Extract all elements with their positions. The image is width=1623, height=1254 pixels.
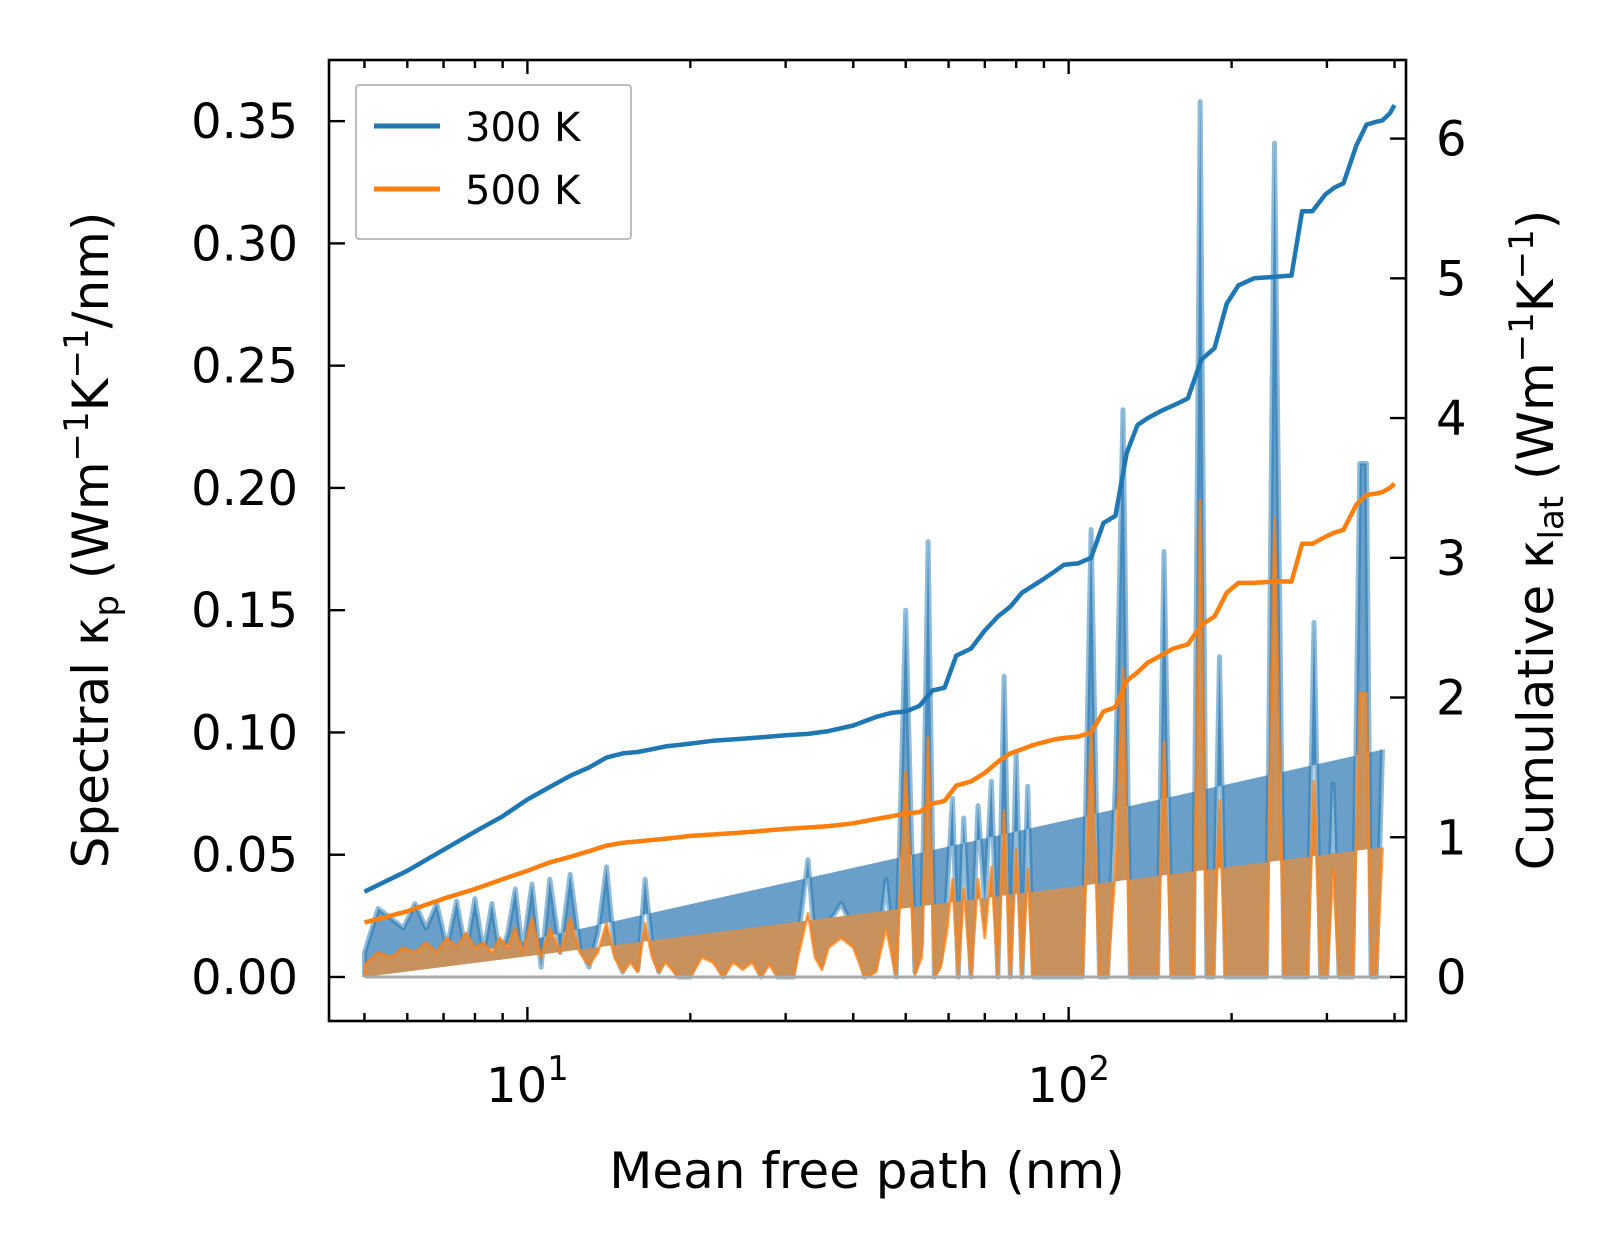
plot-frame	[327, 58, 1408, 1023]
y-left-title-sup2: −1	[57, 328, 97, 378]
y-right-title-open: (Wm	[1507, 362, 1565, 496]
y-right-tick-label: 3	[1436, 531, 1467, 587]
y-left-title-sub: p	[87, 595, 127, 617]
y-left-tick-label: 0.35	[191, 94, 298, 150]
x-tick-label-exp: 1	[547, 1049, 569, 1089]
y-right-tick-label: 6	[1436, 112, 1467, 168]
cumulative-line-500k	[363, 482, 1396, 925]
y-right-tick-label: 1	[1436, 810, 1467, 866]
y-axis-right-title: Cumulative κlat (Wm−1K−1)	[1502, 210, 1572, 870]
cumulative-line-300k	[363, 103, 1397, 894]
y-axis-left-title: Spectral κp (Wm−1K−1/nm)	[57, 212, 127, 869]
legend-label-300k: 300 K	[465, 105, 582, 151]
y-left-title-prefix: Spectral κ	[62, 617, 120, 869]
y-left-tick-label: 0.15	[191, 583, 298, 639]
y-right-title-sub: lat	[1532, 496, 1572, 540]
series-lines	[363, 103, 1397, 925]
y-right-tick-label: 0	[1436, 950, 1467, 1006]
y-right-title-close: )	[1507, 210, 1565, 230]
y-right-title-mid: K	[1507, 278, 1565, 312]
y-left-title-open: (Wm	[62, 461, 120, 595]
spectral-fills	[362, 99, 1393, 980]
y-left-tick-label: 0.05	[191, 828, 298, 884]
y-right-title-sup1: −1	[1502, 312, 1542, 362]
y-left-tick-label: 0.10	[191, 705, 298, 761]
y-left-title-mid: K	[62, 377, 120, 411]
legend: 300 K 500 K	[355, 84, 632, 240]
y-right-title-sup2: −1	[1502, 229, 1542, 279]
x-tick-label-exp: 2	[1088, 1049, 1110, 1089]
y-left-title-close: /nm)	[62, 212, 120, 329]
ticks	[329, 60, 1406, 1021]
y-left-tick-label: 0.20	[191, 461, 298, 517]
y-left-tick-label: 0.00	[191, 950, 298, 1006]
y-left-tick-label: 0.25	[191, 339, 298, 395]
y-right-title-prefix: Cumulative κ	[1507, 539, 1565, 870]
y-right-tick-label: 2	[1436, 671, 1467, 727]
x-tick-label: 101	[486, 1049, 569, 1114]
x-tick-label: 102	[1027, 1049, 1110, 1114]
x-tick-label-base: 10	[1027, 1058, 1088, 1114]
legend-label-500k: 500 K	[465, 168, 582, 214]
y-right-tick-label: 5	[1436, 251, 1467, 307]
x-axis-title: Mean free path (nm)	[609, 1142, 1125, 1200]
x-tick-label-base: 10	[486, 1058, 547, 1114]
y-left-tick-label: 0.30	[191, 216, 298, 272]
tick-labels: 101 1020.000.050.100.150.200.250.300.3501…	[191, 94, 1466, 1114]
y-left-title-sup1: −1	[57, 411, 97, 461]
y-right-tick-label: 4	[1436, 391, 1467, 447]
